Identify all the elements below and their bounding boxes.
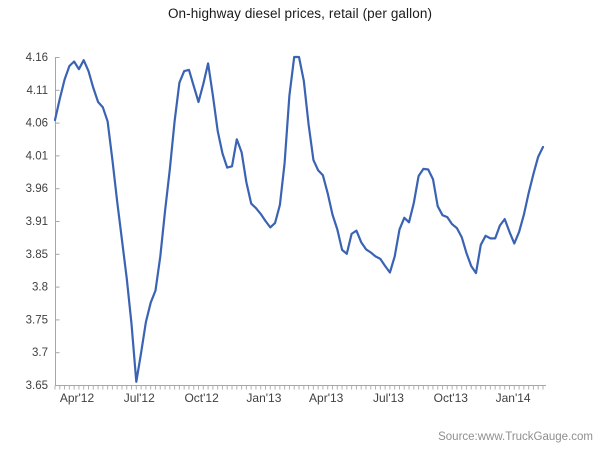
y-tick-label: 3.65 xyxy=(26,380,48,392)
y-tick-label: 3.85 xyxy=(26,249,48,261)
x-tick-label: Apr'12 xyxy=(60,391,95,405)
x-tick-label: Oct'12 xyxy=(184,391,219,405)
x-tick-label: Jul'12 xyxy=(124,391,155,405)
y-tick-label: 3.7 xyxy=(32,347,48,359)
y-tick-label: 3.96 xyxy=(26,183,48,195)
x-tick-label: Jan'13 xyxy=(246,391,281,405)
y-tick-label: 4.06 xyxy=(26,118,48,130)
y-tick-label: 4.01 xyxy=(26,150,48,162)
x-tick-label: Oct'13 xyxy=(434,391,469,405)
x-tick-label: Jul'13 xyxy=(373,391,404,405)
y-tick-label: 4.11 xyxy=(26,85,48,97)
source-credit: Source:www.TruckGauge.com xyxy=(438,431,593,443)
price-line xyxy=(53,55,545,383)
y-tick-label: 3.8 xyxy=(32,282,48,294)
x-tick-label: Apr'13 xyxy=(309,391,344,405)
y-tick-label: 3.75 xyxy=(26,314,48,326)
x-tick-label: Jan'14 xyxy=(496,391,531,405)
y-tick-label: 4.16 xyxy=(26,52,48,64)
y-tick-label: 3.91 xyxy=(26,216,48,228)
chart-title: On-highway diesel prices, retail (per ga… xyxy=(167,6,433,21)
